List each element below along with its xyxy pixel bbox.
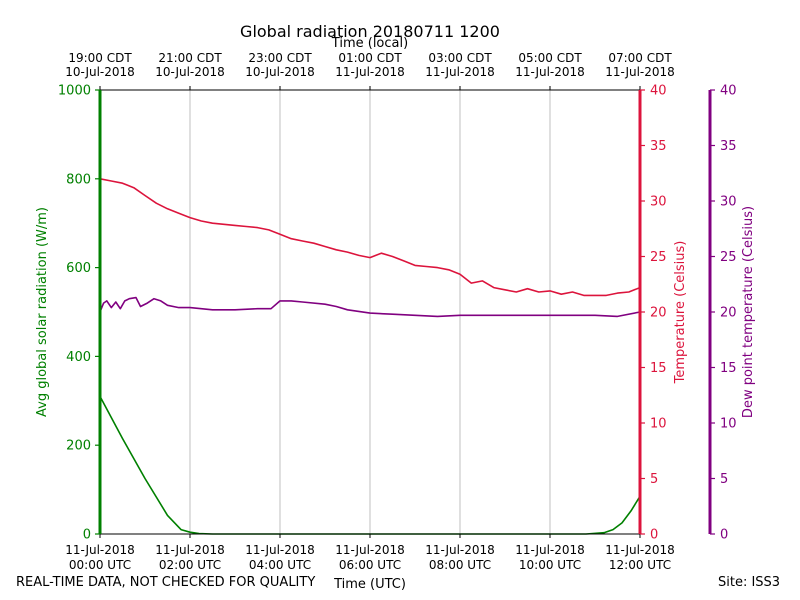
x-top-tick-label-date: 11-Jul-2018 [605,65,675,79]
series-line-temperature [99,178,641,297]
x-top-tick-label-time: 01:00 CDT [338,51,402,65]
temperature-tick-label: 20 [650,306,667,321]
radiation-tick-label: 400 [66,350,91,365]
x-tick-label-date: 11-Jul-2018 [605,543,675,557]
dewpoint-tick-label: 15 [720,361,737,376]
dewpoint-tick-label: 40 [720,84,737,99]
dewpoint-axis-label: Dew point temperature (Celsius) [741,206,756,418]
x-top-tick-label-date: 10-Jul-2018 [155,65,225,79]
grid-lines [189,90,551,534]
x-tick-label-time: 00:00 UTC [69,558,131,572]
radiation-tick-label: 1000 [58,84,91,99]
x-tick-label-time: 12:00 UTC [609,558,671,572]
temperature-tick-label: 40 [650,84,667,99]
x-tick-label-time: 10:00 UTC [519,558,581,572]
x-tick-label-date: 11-Jul-2018 [335,543,405,557]
dewpoint-tick-label: 0 [720,528,728,543]
x-top-tick-label-time: 07:00 CDT [608,51,672,65]
dewpoint-tick-label: 25 [720,250,737,265]
temperature-tick-label: 5 [650,472,658,487]
top-axis-label: Time (local) [331,36,408,51]
x-tick-label-date: 11-Jul-2018 [245,543,315,557]
x-axis-label: Time (UTC) [333,577,406,592]
radiation-tick-label: 200 [66,439,91,454]
dewpoint-tick-label: 10 [720,417,737,432]
radiation-tick-label: 800 [66,172,91,187]
x-top-tick-label-time: 19:00 CDT [68,51,132,65]
x-tick-label-time: 04:00 UTC [249,558,311,572]
radiation-axis-label: Avg global solar radiation (W/m) [35,207,50,417]
radiation-tick-label: 0 [83,528,91,543]
x-top-tick-label-time: 23:00 CDT [248,51,312,65]
x-tick-label-date: 11-Jul-2018 [425,543,495,557]
x-top-tick-label-date: 11-Jul-2018 [335,65,405,79]
temperature-tick-label: 15 [650,361,667,376]
x-tick-label-date: 11-Jul-2018 [515,543,585,557]
x-tick-label-date: 11-Jul-2018 [65,543,135,557]
temperature-tick-label: 25 [650,250,667,265]
series-line-dewpoint [99,296,641,318]
x-top-tick-label-date: 11-Jul-2018 [425,65,495,79]
x-tick-label-time: 08:00 UTC [429,558,491,572]
temperature-tick-label: 35 [650,139,667,154]
x-top-tick-label-date: 10-Jul-2018 [65,65,135,79]
dewpoint-tick-label: 20 [720,306,737,321]
chart-title: Global radiation 20180711 1200 [240,22,500,41]
temperature-tick-label: 0 [650,528,658,543]
temperature-tick-label: 30 [650,195,667,210]
x-top-tick-label-time: 21:00 CDT [158,51,222,65]
temperature-axis-label: Temperature (Celsius) [673,241,688,385]
x-top-tick-label-time: 03:00 CDT [428,51,492,65]
x-top-tick-label-time: 05:00 CDT [518,51,582,65]
x-top-tick-label-date: 11-Jul-2018 [515,65,585,79]
site-label: Site: ISS3 [718,575,781,590]
x-tick-label-date: 11-Jul-2018 [155,543,225,557]
x-top-tick-label-date: 10-Jul-2018 [245,65,315,79]
x-tick-label-time: 02:00 UTC [159,558,221,572]
radiation-tick-label: 600 [66,261,91,276]
temperature-tick-label: 10 [650,417,667,432]
dewpoint-tick-label: 5 [720,472,728,487]
x-tick-label-time: 06:00 UTC [339,558,401,572]
dewpoint-tick-label: 30 [720,195,737,210]
data-quality-note: REAL-TIME DATA, NOT CHECKED FOR QUALITY [16,575,316,590]
dewpoint-tick-label: 35 [720,139,737,154]
